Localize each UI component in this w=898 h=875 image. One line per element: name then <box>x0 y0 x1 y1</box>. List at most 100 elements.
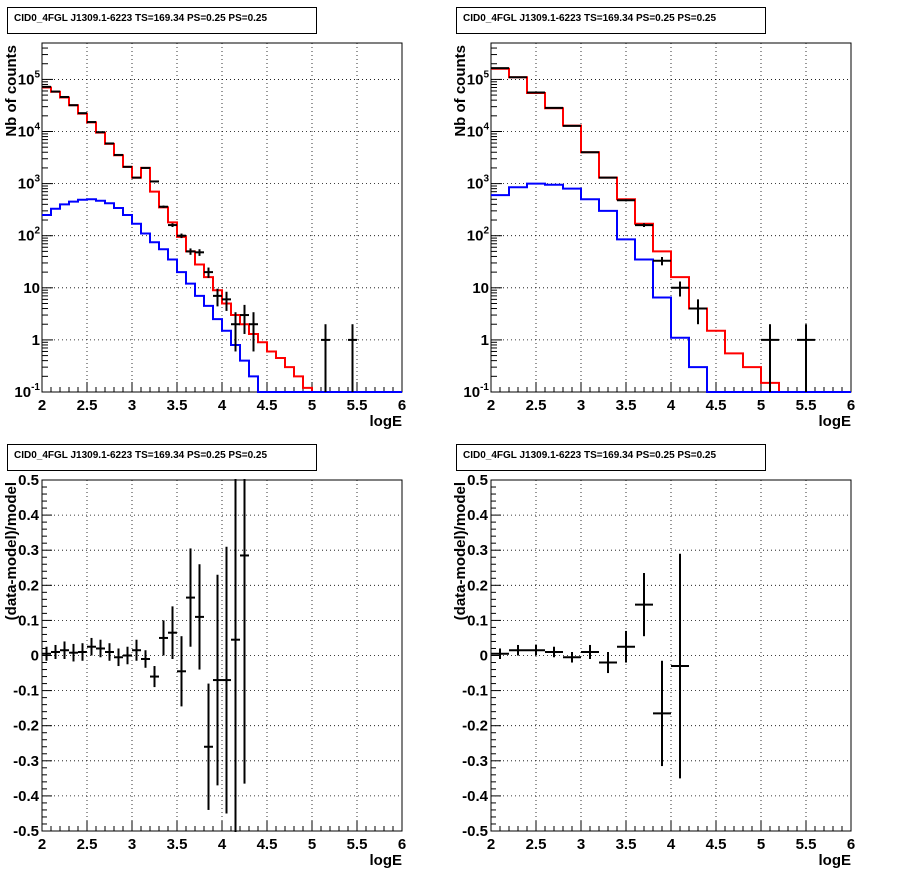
y-tick-label: -0.2 <box>462 718 488 735</box>
data-point <box>249 312 258 352</box>
data-point <box>150 180 159 183</box>
y-tick-label: 10-1 <box>14 382 40 401</box>
data-point <box>581 151 599 154</box>
data-point <box>204 267 213 278</box>
data-point <box>231 312 240 352</box>
data-point <box>491 648 509 660</box>
x-tick-label: 2.5 <box>77 836 98 853</box>
x-tick-label: 2 <box>487 397 495 414</box>
data-point <box>60 641 69 660</box>
y-tick-label: -0.1 <box>13 683 39 700</box>
x-tick-label: 2.5 <box>526 397 547 414</box>
y-tick-label: 10 <box>472 280 489 297</box>
data-point <box>204 683 213 810</box>
y-tick-label: 105 <box>18 69 41 88</box>
y-tick-label: 0.3 <box>467 542 488 559</box>
x-tick-label: 5.5 <box>796 836 817 853</box>
plot-area <box>491 553 689 779</box>
data-point <box>797 324 815 392</box>
y-tick-label: 0.4 <box>18 507 40 524</box>
data-point <box>563 651 581 663</box>
x-tick-label: 2.5 <box>526 836 547 853</box>
x-tick-label: 3.5 <box>616 397 637 414</box>
data-point <box>545 646 563 658</box>
x-tick-label: 3 <box>128 836 136 853</box>
y-tick-label: 1 <box>481 332 489 349</box>
data-point <box>105 643 114 661</box>
data-point <box>105 142 114 145</box>
x-tick-label: 3 <box>128 397 136 414</box>
panel-title-4: CID0_4FGL J1309.1-6223 TS=169.34 PS=0.25… <box>456 444 766 471</box>
data-point <box>51 644 60 660</box>
x-tick-label: 5 <box>757 836 765 853</box>
x-tick-label: 4 <box>667 836 676 853</box>
data-point <box>78 643 87 661</box>
data-point <box>213 288 222 307</box>
plot-area <box>42 85 402 393</box>
x-tick-label: 2.5 <box>77 397 98 414</box>
data-point <box>240 304 249 334</box>
data-point <box>689 299 707 325</box>
x-tick-label: 3 <box>577 836 585 853</box>
y-tick-label: 0.5 <box>467 472 488 489</box>
y-tick-label: 0.5 <box>18 472 39 489</box>
y-tick-label: -0.5 <box>13 823 39 840</box>
x-tick-label: 2 <box>38 836 46 853</box>
data-point <box>653 257 671 266</box>
data-point <box>159 620 168 656</box>
data-point <box>69 643 78 662</box>
data-point <box>150 666 159 688</box>
data-point <box>177 636 186 707</box>
y-tick-label: 1 <box>32 332 40 349</box>
plot-area <box>42 479 249 832</box>
x-tick-label: 4.5 <box>257 397 278 414</box>
data-point <box>195 564 204 670</box>
y-tick-label: 0.3 <box>18 542 39 559</box>
data-point <box>123 646 132 665</box>
x-tick-label: 5 <box>757 397 765 414</box>
x-axis-label: logE <box>370 852 403 869</box>
series-model_source <box>491 182 851 393</box>
y-tick-label: 0.1 <box>18 612 39 629</box>
data-point <box>186 248 195 255</box>
x-tick-label: 5.5 <box>347 836 368 853</box>
x-tick-label: 3.5 <box>616 836 637 853</box>
data-point <box>617 199 635 202</box>
data-point <box>222 546 231 814</box>
y-axis-label: Nb of counts <box>3 45 20 137</box>
data-point <box>348 324 357 392</box>
y-axis-label: (data-model)/model <box>452 482 469 620</box>
y-tick-label: 0.4 <box>467 507 489 524</box>
y-tick-label: 0.1 <box>467 612 488 629</box>
plot-area <box>491 67 851 393</box>
x-tick-label: 5 <box>308 397 316 414</box>
x-tick-label: 2 <box>38 397 46 414</box>
y-tick-label: 0 <box>31 648 39 665</box>
x-tick-label: 4 <box>218 397 227 414</box>
y-tick-label: -0.4 <box>13 788 40 805</box>
y-tick-label: 102 <box>18 226 41 245</box>
data-point <box>653 660 671 767</box>
y-tick-label: 104 <box>18 122 41 141</box>
x-tick-label: 2 <box>487 836 495 853</box>
data-point <box>141 650 150 668</box>
y-tick-label: -0.5 <box>462 823 488 840</box>
x-tick-label: 6 <box>398 397 406 414</box>
data-point <box>168 606 177 660</box>
y-tick-label: -0.2 <box>13 718 39 735</box>
y-tick-label: 104 <box>467 122 490 141</box>
y-axis-label: (data-model)/model <box>3 482 20 620</box>
x-tick-label: 4.5 <box>706 836 727 853</box>
data-point <box>671 553 689 779</box>
x-tick-label: 6 <box>398 836 406 853</box>
data-point <box>132 639 141 661</box>
data-point <box>222 291 231 311</box>
data-point <box>213 574 222 786</box>
y-tick-label: 10 <box>23 280 40 297</box>
x-tick-label: 5.5 <box>347 397 368 414</box>
x-tick-label: 4.5 <box>257 836 278 853</box>
data-point <box>509 644 527 656</box>
